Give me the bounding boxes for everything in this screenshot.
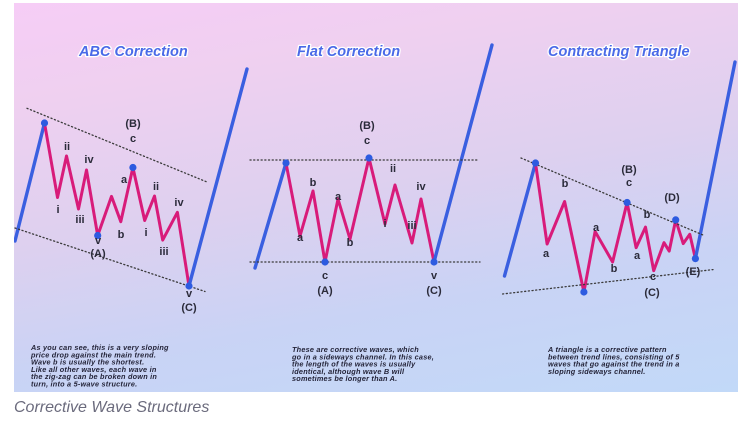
- svg-text:c: c: [650, 271, 656, 283]
- svg-text:(D): (D): [664, 192, 680, 204]
- svg-text:A triangle is a corrective pat: A triangle is a corrective pattern betwee…: [547, 345, 680, 376]
- svg-text:iii: iii: [75, 214, 84, 226]
- svg-text:b: b: [611, 263, 618, 275]
- svg-text:(A): (A): [90, 248, 106, 260]
- svg-text:c: c: [626, 177, 632, 189]
- svg-text:c: c: [130, 133, 136, 145]
- svg-text:i: i: [383, 218, 386, 230]
- svg-text:a: a: [335, 191, 342, 203]
- svg-text:a: a: [543, 248, 550, 260]
- svg-text:b: b: [347, 237, 354, 249]
- svg-text:iv: iv: [174, 197, 184, 209]
- svg-text:v: v: [186, 288, 193, 300]
- svg-text:v: v: [431, 270, 438, 282]
- svg-text:ii: ii: [64, 141, 70, 153]
- svg-text:a: a: [593, 222, 600, 234]
- svg-text:These are corrective waves, wh: These are corrective waves, which go in a…: [291, 345, 434, 383]
- svg-text:(E): (E): [686, 266, 701, 278]
- svg-text:Flat Correction: Flat Correction: [297, 44, 400, 60]
- svg-text:iv: iv: [416, 181, 426, 193]
- svg-text:b: b: [118, 229, 125, 241]
- svg-text:ABC Correction: ABC Correction: [78, 44, 188, 60]
- svg-text:i: i: [56, 204, 59, 216]
- svg-text:b: b: [562, 178, 569, 190]
- svg-text:(C): (C): [644, 287, 660, 299]
- svg-text:iv: iv: [84, 154, 94, 166]
- svg-text:(C): (C): [181, 302, 197, 314]
- svg-text:ii: ii: [153, 181, 159, 193]
- svg-text:(B): (B): [359, 120, 375, 132]
- svg-text:iii: iii: [159, 246, 168, 258]
- svg-text:a: a: [121, 174, 128, 186]
- svg-text:c: c: [322, 270, 328, 282]
- svg-text:b: b: [310, 177, 317, 189]
- svg-text:iii: iii: [407, 220, 416, 232]
- svg-text:a: a: [297, 232, 304, 244]
- svg-text:ii: ii: [390, 163, 396, 175]
- svg-text:i: i: [144, 227, 147, 239]
- svg-text:a: a: [634, 250, 641, 262]
- svg-text:(B): (B): [621, 164, 637, 176]
- svg-text:c: c: [364, 135, 370, 147]
- svg-text:Contracting Triangle: Contracting Triangle: [548, 44, 690, 60]
- svg-text:(A): (A): [317, 285, 333, 297]
- svg-text:v: v: [95, 235, 102, 247]
- svg-text:(B): (B): [125, 118, 141, 130]
- svg-text:(C): (C): [426, 285, 442, 297]
- svg-text:As you can see, this is a very: As you can see, this is a very sloping pr…: [30, 343, 169, 388]
- svg-text:b: b: [644, 209, 651, 221]
